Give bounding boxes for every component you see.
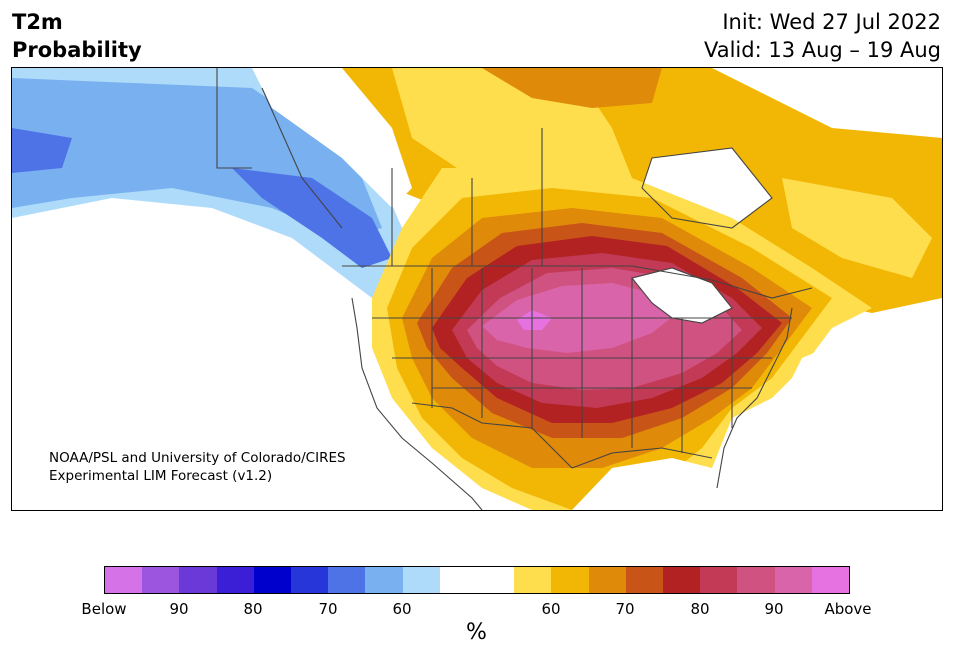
credit-line-1: NOAA/PSL and University of Colorado/CIRE… — [49, 450, 346, 466]
colorbar-swatch — [588, 567, 626, 593]
colorbar-swatch — [700, 567, 738, 593]
great-lakes-outline — [631, 267, 733, 324]
arctic-orange — [482, 68, 662, 108]
hudson-bay-outline — [641, 147, 773, 229]
init-date: Init: Wed 27 Jul 2022 — [722, 10, 941, 34]
colorbar-label-above-90: 90 — [764, 600, 784, 618]
colorbar-label-above-80: 80 — [690, 600, 710, 618]
canada-province-4 — [261, 87, 343, 229]
colorbar-swatch — [551, 567, 589, 593]
colorbar-label-below-60: 60 — [392, 600, 412, 618]
colorbar-swatch — [179, 567, 217, 593]
colorbar-label-below: Below — [81, 600, 127, 618]
colorbar-label-above-60: 60 — [541, 600, 561, 618]
us-magenta — [517, 310, 552, 330]
colorbar-swatch — [142, 567, 180, 593]
west-coast — [351, 297, 483, 510]
colorbar-swatch — [402, 567, 440, 593]
colorbar-swatch — [216, 567, 254, 593]
us-canada-border — [342, 265, 813, 299]
quebec-yellow — [782, 178, 932, 278]
northwest-white — [252, 68, 412, 208]
gulf-of-mexico — [572, 458, 732, 510]
colorbar-label-above-70: 70 — [615, 600, 635, 618]
title-variable: T2m — [12, 10, 63, 34]
colorbar-swatch — [105, 567, 143, 593]
colorbar-swatch — [663, 567, 701, 593]
colorbar-swatch — [625, 567, 664, 593]
colorbar-swatch — [328, 567, 366, 593]
colorbar-swatch — [439, 567, 478, 593]
atlantic-ocean — [732, 318, 942, 510]
forecast-dates: Init: Wed 27 Jul 2022 Valid: 13 Aug – 19… — [704, 8, 941, 64]
pacific-ocean — [12, 208, 482, 510]
colorbar-label-below-90: 90 — [169, 600, 189, 618]
political-borders — [216, 68, 813, 510]
colorbar-swatch — [811, 567, 850, 593]
colorbar-label-below-70: 70 — [318, 600, 338, 618]
bc-dark-blue — [232, 168, 392, 268]
colorbar-swatch — [774, 567, 812, 593]
colorbar-label-below-80: 80 — [243, 600, 263, 618]
credit-line-2: Experimental LIM Forecast (v1.2) — [49, 468, 273, 484]
great-lakes — [632, 268, 732, 323]
colorbar-swatch — [477, 567, 515, 593]
colorbar-swatch — [514, 567, 552, 593]
alaska-border — [216, 68, 252, 169]
map-title: T2m Probability — [12, 8, 142, 64]
colorbar-swatch — [253, 567, 292, 593]
colorbar-label-above: Above — [824, 600, 872, 618]
arctic-water — [712, 68, 942, 138]
colorbar-swatch — [737, 567, 775, 593]
probability-map — [11, 67, 943, 511]
colorbar — [104, 566, 850, 594]
alaska-dark-blue — [12, 128, 72, 173]
title-type: Probability — [12, 38, 142, 62]
colorbar-swatch — [291, 567, 329, 593]
colorbar-swatch — [365, 567, 403, 593]
gulf-coast — [571, 447, 713, 469]
east-coast — [716, 307, 793, 489]
colorbar-unit: % — [466, 620, 487, 645]
credit-text: NOAA/PSL and University of Colorado/CIRE… — [49, 449, 346, 485]
mexico-border — [411, 402, 573, 469]
valid-date: Valid: 13 Aug – 19 Aug — [703, 38, 941, 62]
